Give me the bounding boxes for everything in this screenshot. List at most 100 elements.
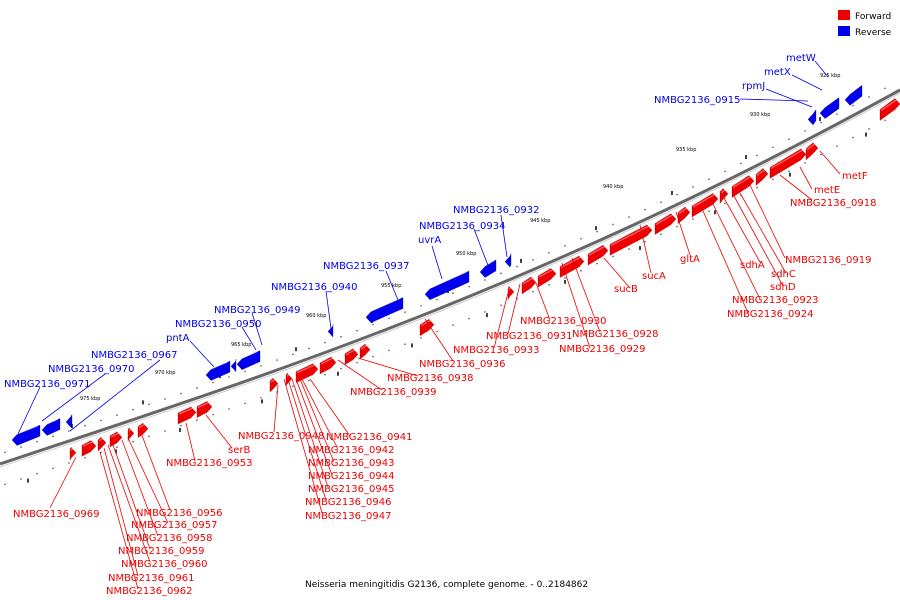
tick-dot: [580, 269, 582, 272]
leader-line: [561, 262, 591, 349]
forward-gene-block-shine: [560, 256, 582, 269]
forward-gene-block-shine: [806, 143, 816, 151]
gene-label-sucB[interactable]: sucB: [614, 284, 638, 295]
tick-dot: [452, 292, 454, 294]
gene-label-NMBG2136_0936[interactable]: NMBG2136_0936: [419, 359, 505, 370]
leader-line: [571, 257, 601, 333]
tick-dot: [644, 208, 646, 211]
reverse-gene-block-shine: [328, 324, 331, 328]
gene-label-serB[interactable]: serB: [228, 445, 250, 456]
gene-label-NMBG2136_0971[interactable]: NMBG2136_0971: [4, 379, 90, 390]
reverse-gene-block-shine: [480, 260, 494, 269]
leader-line: [473, 228, 490, 269]
gene-label-NMBG2136_0960[interactable]: NMBG2136_0960: [121, 559, 207, 570]
gene-label-pntA[interactable]: pntA: [166, 333, 190, 344]
gene-label-NMBG2136_0943[interactable]: NMBG2136_0943: [308, 458, 394, 469]
gene-label-NMBG2136_0969[interactable]: NMBG2136_0969: [13, 509, 99, 520]
leader-line: [819, 150, 841, 175]
tick-dot: [180, 424, 182, 427]
forward-gene-block: [719, 188, 729, 204]
gene-label-NMBG2136_0950[interactable]: NMBG2136_0950: [175, 319, 261, 330]
tick-dot: [548, 252, 550, 254]
gene-label-NMBG2136_0932[interactable]: NMBG2136_0932: [453, 205, 539, 216]
gene-label-metE[interactable]: metE: [814, 185, 840, 196]
gene-label-NMBG2136_0946[interactable]: NMBG2136_0946: [305, 497, 391, 508]
tick-dot: [84, 424, 86, 427]
gene-label-NMBG2136_0961[interactable]: NMBG2136_0961: [108, 573, 194, 584]
reverse-gene-block-shine: [845, 85, 860, 96]
gene-label-NMBG2136_0939[interactable]: NMBG2136_0939: [350, 387, 436, 398]
gene-label-NMBG2136_0945[interactable]: NMBG2136_0945: [308, 484, 394, 495]
gene-label-metW[interactable]: metW: [786, 53, 816, 64]
tick-dot: [4, 483, 6, 486]
gene-label-uvrA[interactable]: uvrA: [418, 235, 441, 246]
gene-label-metX[interactable]: metX: [764, 67, 791, 78]
gene-label-NMBG2136_0942[interactable]: NMBG2136_0942: [308, 445, 394, 456]
tick-dot: [596, 230, 598, 233]
gene-label-NMBG2136_0930[interactable]: NMBG2136_0930: [520, 316, 606, 327]
tick-dot: [740, 162, 742, 165]
tick-dot: [372, 355, 374, 358]
tick-dot: [388, 317, 390, 320]
tick-dot: [708, 178, 710, 181]
gene-label-NMBG2136_0957[interactable]: NMBG2136_0957: [131, 520, 217, 531]
tick-dot: [804, 162, 806, 164]
reverse-gene-block: [65, 414, 73, 428]
gene-label-NMBG2136_0944[interactable]: NMBG2136_0944: [308, 471, 394, 482]
tick-dot: [676, 193, 678, 196]
gene-label-NMBG2136_0962[interactable]: NMBG2136_0962: [106, 586, 192, 597]
gene-label-NMBG2136_0929[interactable]: NMBG2136_0929: [559, 344, 645, 355]
leader-line: [99, 451, 139, 590]
gene-label-NMBG2136_0915[interactable]: NMBG2136_0915: [654, 95, 740, 106]
gene-label-sdhA[interactable]: sdhA: [740, 260, 765, 271]
forward-gene-block-shine: [720, 188, 726, 194]
gene-label-NMBG2136_0937[interactable]: NMBG2136_0937: [323, 261, 409, 272]
tick-dot: [548, 284, 550, 286]
forward-gene-block: [587, 244, 609, 266]
leader-line: [287, 378, 327, 501]
gene-label-NMBG2136_0956[interactable]: NMBG2136_0956: [136, 508, 222, 519]
tick-dot: [212, 381, 214, 384]
reverse-gene-block: [504, 253, 512, 268]
leader-line: [711, 201, 761, 300]
gene-label-NMBG2136_0934[interactable]: NMBG2136_0934: [419, 221, 505, 232]
legend-forward-label: Forward: [855, 12, 891, 22]
gene-label-NMBG2136_0933[interactable]: NMBG2136_0933: [453, 345, 539, 356]
gene-label-NMBG2136_0940[interactable]: NMBG2136_0940: [271, 282, 357, 293]
gene-label-NMBG2136_0923[interactable]: NMBG2136_0923: [732, 295, 818, 306]
tick-dot: [244, 402, 246, 405]
tick-dot: [260, 364, 262, 367]
tick-dot: [132, 440, 134, 443]
tick-label: 930 kbp: [750, 112, 770, 118]
leader-line: [699, 203, 749, 314]
backbone-shadow: [0, 92, 900, 468]
gene-label-NMBG2136_0938[interactable]: NMBG2136_0938: [387, 373, 473, 384]
gene-label-sucA[interactable]: sucA: [642, 271, 666, 282]
gene-label-NMBG2136_0948[interactable]: NMBG2136_0948: [238, 431, 324, 442]
gene-label-gltA[interactable]: gltA: [680, 254, 700, 265]
tick-dot: [820, 121, 822, 124]
gene-label-metF[interactable]: metF: [842, 171, 868, 182]
gene-label-rpmJ[interactable]: rpmJ: [742, 81, 765, 92]
gene-label-NMBG2136_0949[interactable]: NMBG2136_0949: [214, 305, 300, 316]
gene-label-NMBG2136_0967[interactable]: NMBG2136_0967: [91, 350, 177, 361]
forward-gene-block-shine: [197, 401, 210, 409]
gene-label-NMBG2136_0941[interactable]: NMBG2136_0941: [326, 432, 412, 443]
gene-label-NMBG2136_0924[interactable]: NMBG2136_0924: [727, 309, 813, 320]
gene-label-NMBG2136_0919[interactable]: NMBG2136_0919: [785, 255, 871, 266]
gene-label-NMBG2136_0958[interactable]: NMBG2136_0958: [126, 533, 212, 544]
gene-label-NMBG2136_0953[interactable]: NMBG2136_0953: [166, 458, 252, 469]
gene-label-NMBG2136_0947[interactable]: NMBG2136_0947: [305, 511, 391, 522]
gene-label-NMBG2136_0928[interactable]: NMBG2136_0928: [572, 329, 658, 340]
leader-line: [719, 190, 761, 263]
gene-label-NMBG2136_0931[interactable]: NMBG2136_0931: [486, 331, 572, 342]
gene-label-NMBG2136_0970[interactable]: NMBG2136_0970: [48, 364, 134, 375]
tick-dot: [724, 202, 726, 205]
tick-dot: [340, 335, 342, 338]
gene-label-NMBG2136_0918[interactable]: NMBG2136_0918: [790, 198, 876, 209]
gene-label-sdhD[interactable]: sdhD: [770, 282, 796, 293]
gene-label-NMBG2136_0959[interactable]: NMBG2136_0959: [118, 546, 204, 557]
gene-label-sdhC[interactable]: sdhC: [771, 269, 796, 280]
leader-line: [17, 386, 41, 435]
